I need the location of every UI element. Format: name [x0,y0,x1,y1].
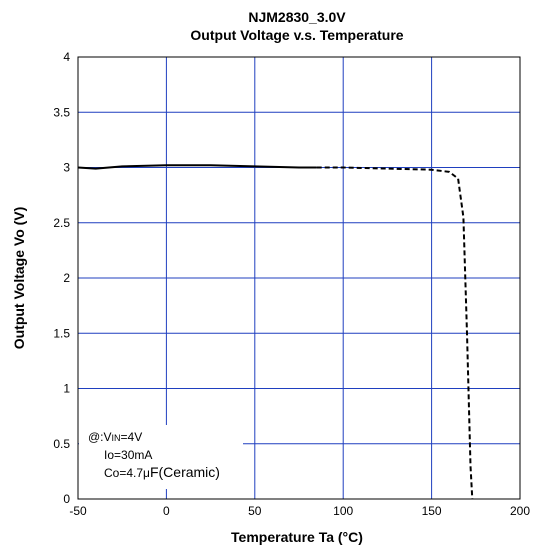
x-tick-label: 150 [422,504,442,518]
y-tick-label: 4 [63,50,70,64]
x-tick-labels: -50 0 50 100 150 200 [69,504,530,518]
annotation-co-mu: μ [143,466,150,480]
annotation-vin-sub: IN [112,433,121,443]
y-tick-label: 2.5 [53,216,70,230]
y-tick-label: 0.5 [53,437,70,451]
annotation-line-io: Io=30mA [104,448,152,462]
annotation-vin-prefix: @:V [88,430,112,444]
y-tick-label: 1 [63,382,70,396]
y-tick-label: 0 [63,492,70,506]
x-tick-label: 50 [248,504,262,518]
test-conditions-annotation: @:VIN=4V Io=30mA Co=4.7μF(Ceramic) [79,425,243,489]
annotation-line-vin: @:VIN=4V [88,430,142,444]
annotation-co-suffix: F(Ceramic) [150,464,220,480]
x-tick-label: 200 [510,504,530,518]
series-line-solid [77,164,317,170]
grid-lines [78,57,520,499]
series-line-dashed [316,166,474,500]
data-series [77,164,474,500]
x-tick-label: 100 [333,504,353,518]
x-axis-label: Temperature Ta (°C) [231,529,363,545]
y-tick-label: 2 [63,271,70,285]
y-tick-label: 1.5 [53,326,70,340]
y-axis-label: Output Voltage Vo (V) [11,207,27,350]
chart-subtitle: Output Voltage v.s. Temperature [190,27,403,43]
y-tick-labels: 0 0.5 1 1.5 2 2.5 3 3.5 4 [53,50,70,506]
y-tick-label: 3 [63,161,70,175]
annotation-co-prefix: Co=4.7 [104,466,143,480]
annotation-vin-suffix: =4V [121,430,143,444]
annotation-background [79,425,243,489]
y-tick-label: 3.5 [53,105,70,119]
plot-frame [77,56,521,500]
chart-title: NJM2830_3.0V [248,9,346,25]
x-tick-label: -50 [69,504,87,518]
x-tick-label: 0 [163,504,170,518]
annotation-line-co: Co=4.7μF(Ceramic) [104,464,220,480]
